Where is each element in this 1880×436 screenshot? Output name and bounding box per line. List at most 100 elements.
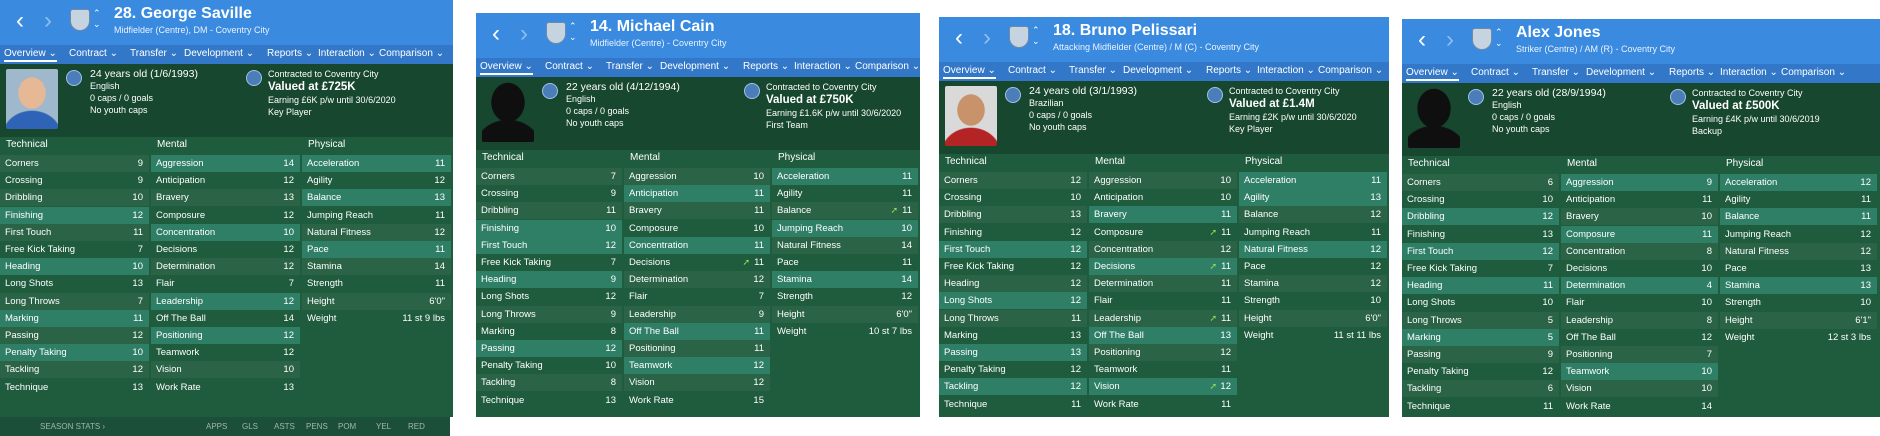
attribute-row[interactable]: Long Shots 12	[939, 292, 1087, 310]
attribute-row[interactable]: Stamina 14	[772, 271, 918, 289]
tab-interaction[interactable]: Interaction ⌄	[794, 61, 852, 72]
attribute-row[interactable]: Penalty Taking 10	[0, 344, 149, 362]
attribute-row[interactable]: Acceleration 11	[302, 155, 451, 172]
tab-development[interactable]: Development ⌄	[1586, 67, 1657, 78]
attribute-row[interactable]: Tackling 12	[939, 378, 1087, 396]
attribute-row[interactable]: Leadership 11 ➚	[1089, 309, 1237, 327]
season-stats-label[interactable]: SEASON STATS ›	[40, 422, 106, 431]
attribute-row[interactable]: Positioning 7	[1561, 346, 1718, 363]
attribute-row[interactable]: Off The Ball 13	[1089, 326, 1237, 344]
attribute-row[interactable]: Dribbling 12	[1402, 208, 1559, 226]
attribute-row[interactable]: Vision 12	[624, 374, 770, 392]
attribute-row[interactable]: Dribbling 11	[476, 202, 622, 220]
attribute-row[interactable]: Penalty Taking 12	[1402, 363, 1559, 380]
attribute-row[interactable]: Crossing 10	[1402, 191, 1559, 208]
attribute-row[interactable]: Bravery 11	[624, 202, 770, 220]
attribute-row[interactable]: Determination 4	[1561, 277, 1718, 295]
attribute-row[interactable]: Long Shots 10	[1402, 294, 1559, 311]
attribute-row[interactable]: First Touch 12	[1402, 242, 1559, 260]
attribute-row[interactable]: Off The Ball 14	[151, 310, 300, 327]
attribute-row[interactable]: Natural Fitness 12	[302, 223, 451, 241]
forward-arrow-icon[interactable]: ›	[1446, 26, 1454, 53]
attribute-row[interactable]: Anticipation 11	[1561, 191, 1718, 208]
attribute-row[interactable]: Passing 9	[1402, 346, 1559, 363]
attribute-row[interactable]: Heading 12	[939, 275, 1087, 293]
attribute-row[interactable]: Crossing 9	[476, 185, 622, 202]
attribute-row[interactable]: Bravery 13	[151, 189, 300, 207]
attribute-row[interactable]: Jumping Reach 11	[302, 207, 451, 224]
attribute-row[interactable]: Acceleration 12	[1720, 174, 1877, 191]
attribute-row[interactable]: Strength 10	[1720, 294, 1877, 311]
attribute-row[interactable]: Concentration 11	[624, 236, 770, 254]
attribute-row[interactable]: Aggression 10	[624, 168, 770, 185]
tab-contract[interactable]: Contract ⌄	[69, 48, 118, 59]
back-arrow-icon[interactable]: ‹	[492, 20, 500, 47]
attribute-row[interactable]: Balance 11	[1720, 208, 1877, 226]
back-arrow-icon[interactable]: ‹	[16, 7, 24, 34]
tab-reports[interactable]: Reports ⌄	[267, 48, 314, 59]
attribute-row[interactable]: Finishing 10	[476, 219, 622, 237]
attribute-row[interactable]: Tackling 6	[1402, 380, 1559, 398]
attribute-row[interactable]: Concentration 12	[1089, 240, 1237, 258]
attribute-row[interactable]: Decisions 11 ➚	[1089, 258, 1237, 275]
attribute-row[interactable]: Stamina 13	[1720, 277, 1877, 295]
attribute-row[interactable]: Passing 12	[0, 327, 149, 344]
attribute-row[interactable]: Dribbling 13	[939, 206, 1087, 224]
attribute-row[interactable]: Work Rate 13	[151, 379, 300, 396]
attribute-row[interactable]: Free Kick Taking 7	[476, 254, 622, 271]
back-arrow-icon[interactable]: ‹	[955, 24, 963, 51]
attribute-row[interactable]: First Touch 11	[0, 223, 149, 241]
attribute-row[interactable]: Composure 12	[151, 207, 300, 224]
attribute-row[interactable]: Technique 11	[1402, 398, 1559, 415]
attribute-row[interactable]: Height 6'0"	[772, 305, 918, 323]
attribute-row[interactable]: Dribbling 10	[0, 189, 149, 207]
attribute-row[interactable]: Long Throws 5	[1402, 311, 1559, 329]
attribute-row[interactable]: Corners 12	[939, 172, 1087, 189]
club-switch-icon[interactable]: ⌃ ⌄	[93, 8, 101, 29]
attribute-row[interactable]: Tackling 12	[0, 361, 149, 379]
attribute-row[interactable]: Anticipation 12	[151, 172, 300, 189]
attribute-row[interactable]: Concentration 10	[151, 223, 300, 241]
attribute-row[interactable]: Bravery 11	[1089, 206, 1237, 224]
attribute-row[interactable]: Weight 11 st 9 lbs	[302, 310, 451, 327]
attribute-row[interactable]: Flair 7	[624, 288, 770, 305]
attribute-row[interactable]: Composure 11	[1561, 225, 1718, 243]
attribute-row[interactable]: Marking 8	[476, 323, 622, 340]
forward-arrow-icon[interactable]: ›	[983, 24, 991, 51]
attribute-row[interactable]: Heading 9	[476, 271, 622, 289]
attribute-row[interactable]: Long Throws 9	[476, 305, 622, 323]
tab-transfer[interactable]: Transfer ⌄	[606, 61, 655, 72]
attribute-row[interactable]: Acceleration 11	[1239, 172, 1387, 189]
attribute-row[interactable]: Strength 10	[1239, 292, 1387, 309]
attribute-row[interactable]: Aggression 14	[151, 155, 300, 172]
attribute-row[interactable]: Height 6'0"	[302, 292, 451, 310]
tab-comparison[interactable]: Comparison ⌄	[379, 48, 445, 59]
attribute-row[interactable]: Balance 12	[1239, 206, 1387, 224]
attribute-row[interactable]: Off The Ball 12	[1561, 329, 1718, 346]
attribute-row[interactable]: Pace 11	[302, 241, 451, 258]
attribute-row[interactable]: Strength 11	[302, 275, 451, 292]
attribute-row[interactable]: Teamwork 12	[151, 344, 300, 361]
attribute-row[interactable]: Penalty Taking 12	[939, 361, 1087, 378]
attribute-row[interactable]: Finishing 12	[0, 206, 149, 224]
club-switch-icon[interactable]: ⌃ ⌄	[1495, 27, 1503, 48]
attribute-row[interactable]: Long Shots 13	[0, 275, 149, 292]
attribute-row[interactable]: Bravery 10	[1561, 208, 1718, 226]
tab-contract[interactable]: Contract ⌄	[545, 61, 594, 72]
attribute-row[interactable]: Leadership 9	[624, 305, 770, 323]
attribute-row[interactable]: Teamwork 11	[1089, 361, 1237, 378]
tab-contract[interactable]: Contract ⌄	[1008, 65, 1057, 76]
attribute-row[interactable]: Work Rate 15	[624, 392, 770, 409]
attribute-row[interactable]: Long Shots 12	[476, 288, 622, 305]
attribute-row[interactable]: Concentration 8	[1561, 242, 1718, 260]
attribute-row[interactable]: Balance 11 ➚	[772, 202, 918, 220]
attribute-row[interactable]: Decisions 12	[151, 241, 300, 258]
attribute-row[interactable]: Decisions 11 ➚	[624, 254, 770, 271]
attribute-row[interactable]: Heading 11	[1402, 277, 1559, 295]
attribute-row[interactable]: Flair 7	[151, 275, 300, 292]
attribute-row[interactable]: Strength 12	[772, 288, 918, 305]
attribute-row[interactable]: Corners 7	[476, 168, 622, 185]
tab-transfer[interactable]: Transfer ⌄	[1069, 65, 1118, 76]
tab-contract[interactable]: Contract ⌄	[1471, 67, 1520, 78]
attribute-row[interactable]: Free Kick Taking 12	[939, 258, 1087, 275]
